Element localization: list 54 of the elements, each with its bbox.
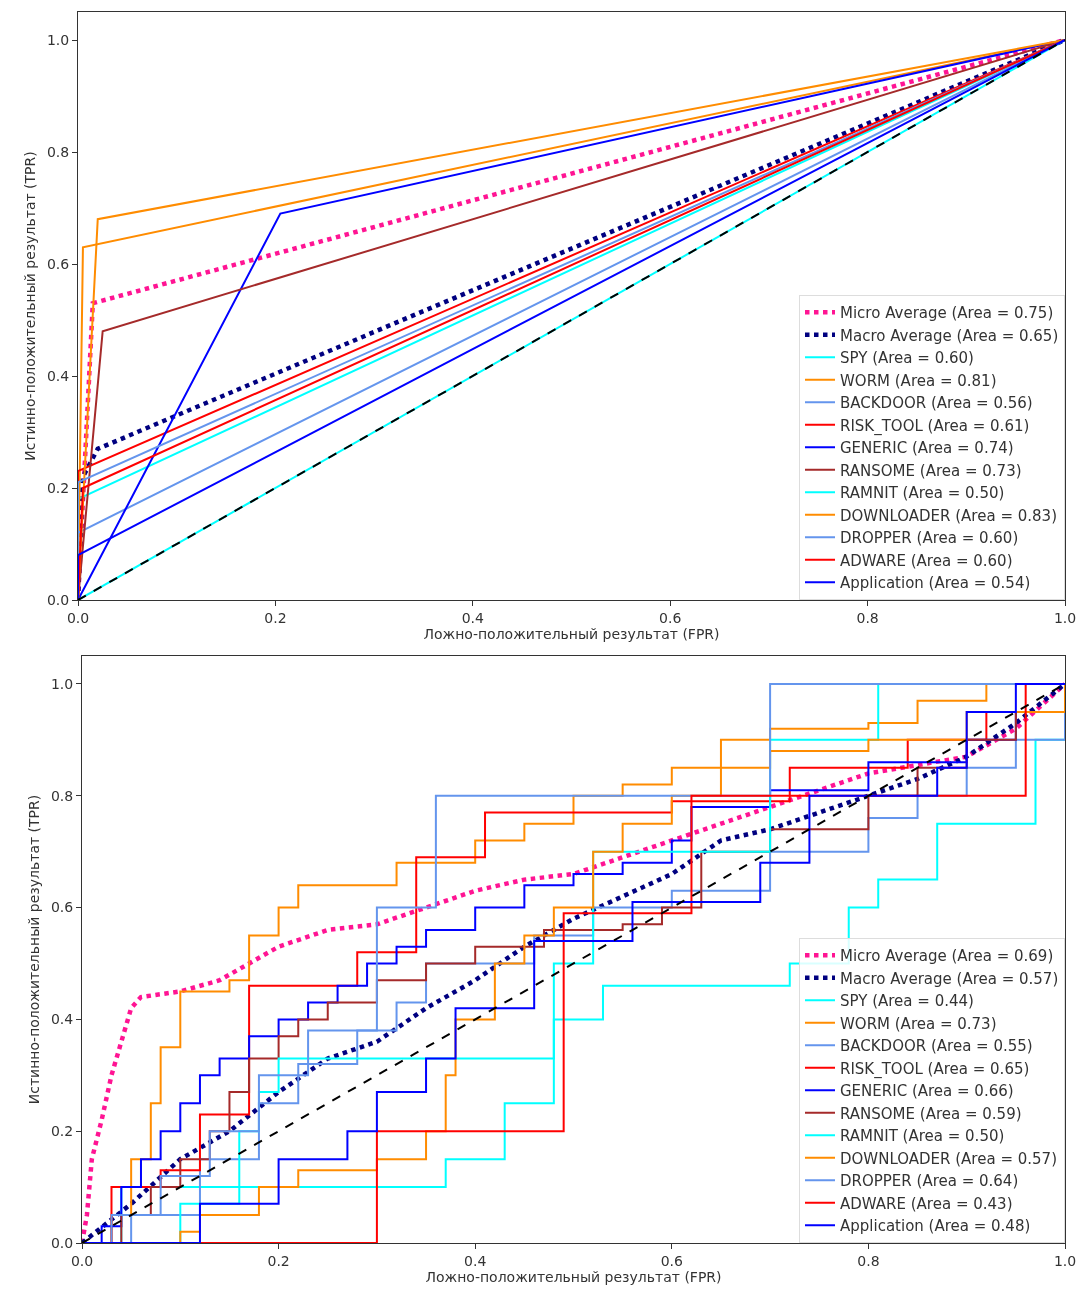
x-axis-title: Ложно-положительный результат (FPR) xyxy=(423,626,720,643)
legend-label: WORM (Area = 0.73) xyxy=(840,1014,997,1033)
x-tick-label: 0.8 xyxy=(856,609,879,626)
y-tick-label: 0.4 xyxy=(46,367,70,384)
y-tick-label: 0.0 xyxy=(50,1234,74,1251)
x-tick-label: 1.0 xyxy=(1053,609,1077,626)
legend-label: Application (Area = 0.54) xyxy=(840,574,1031,593)
y-tick-label: 1.0 xyxy=(50,675,74,692)
y-tick-label: 0.2 xyxy=(46,479,70,496)
x-tick-label: 0.4 xyxy=(464,1252,487,1269)
x-tick-label: 0.2 xyxy=(264,609,287,626)
legend-label: SPY (Area = 0.60) xyxy=(840,349,974,368)
legend-label: Macro Average (Area = 0.65) xyxy=(840,326,1059,345)
legend-label: DOWNLOADER (Area = 0.83) xyxy=(840,506,1057,525)
x-axis-title: Ложно-положительный результат (FPR) xyxy=(425,1269,722,1286)
y-axis-title: Истинно-положительный результат (TPR) xyxy=(25,794,42,1105)
x-tick-label: 0.4 xyxy=(461,609,485,626)
legend-label: RISK_TOOL (Area = 0.61) xyxy=(840,416,1030,436)
x-tick-label: 0.0 xyxy=(66,609,90,626)
legend-label: DROPPER (Area = 0.64) xyxy=(840,1172,1019,1191)
x-tick-label: 0.8 xyxy=(857,1252,880,1269)
legend-label: DOWNLOADER (Area = 0.57) xyxy=(840,1149,1057,1168)
y-tick-label: 0.8 xyxy=(50,787,74,804)
legend-label: ADWARE (Area = 0.60) xyxy=(840,551,1013,570)
x-tick-label: 0.6 xyxy=(660,1252,684,1269)
legend-label: RANSOME (Area = 0.59) xyxy=(840,1104,1022,1123)
legend-label: Application (Area = 0.48) xyxy=(840,1217,1031,1236)
legend-label: BACKDOOR (Area = 0.56) xyxy=(840,394,1033,413)
legend-label: ADWARE (Area = 0.43) xyxy=(840,1194,1013,1213)
legend-label: WORM (Area = 0.81) xyxy=(840,371,997,390)
legend-label: GENERIC (Area = 0.66) xyxy=(840,1082,1014,1101)
legend-label: RAMNIT (Area = 0.50) xyxy=(840,1127,1005,1146)
legend-label: SPY (Area = 0.44) xyxy=(840,992,974,1011)
y-tick-label: 0.4 xyxy=(50,1011,74,1028)
x-tick-label: 0.6 xyxy=(659,609,682,626)
y-tick-label: 0.2 xyxy=(50,1123,74,1140)
x-tick-label: 0.0 xyxy=(70,1252,94,1269)
x-tick-label: 1.0 xyxy=(1053,1252,1077,1269)
legend-label: GENERIC (Area = 0.74) xyxy=(840,439,1014,458)
legend-label: RISK_TOOL (Area = 0.65) xyxy=(840,1059,1030,1079)
legend-label: RANSOME (Area = 0.73) xyxy=(840,461,1022,480)
y-tick-label: 0.0 xyxy=(46,591,70,608)
legend-label: Macro Average (Area = 0.57) xyxy=(840,969,1059,988)
y-tick-label: 0.6 xyxy=(46,255,70,272)
y-tick-label: 0.6 xyxy=(50,899,74,916)
legend-label: RAMNIT (Area = 0.50) xyxy=(840,484,1005,503)
y-axis-title: Истинно-положительный результат (TPR) xyxy=(21,151,38,461)
x-tick-label: 0.2 xyxy=(267,1252,290,1269)
legend-label: Micro Average (Area = 0.69) xyxy=(840,947,1054,966)
legend-label: BACKDOOR (Area = 0.55) xyxy=(840,1037,1033,1056)
y-tick-label: 0.8 xyxy=(46,143,70,160)
y-tick-label: 1.0 xyxy=(46,31,70,48)
legend-label: Micro Average (Area = 0.75) xyxy=(840,304,1054,323)
legend-label: DROPPER (Area = 0.60) xyxy=(840,529,1019,548)
